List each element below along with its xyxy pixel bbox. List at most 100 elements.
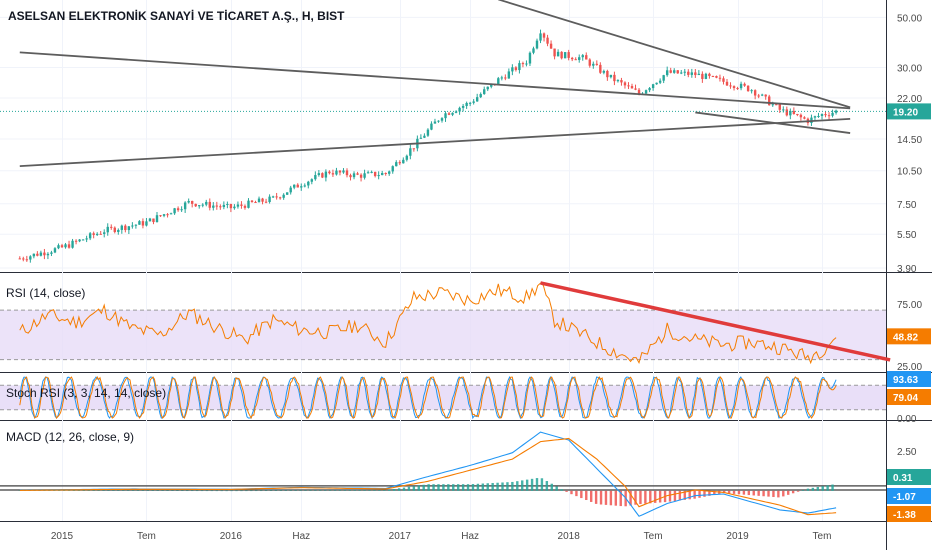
candle-body (282, 194, 285, 198)
candle-body (92, 233, 95, 235)
candle-body (768, 96, 771, 106)
candle-body (78, 239, 81, 242)
macd-histogram-bar (639, 490, 642, 505)
candle-body (504, 77, 507, 79)
candle-body (141, 221, 145, 226)
candle-body (103, 232, 106, 234)
macd-histogram-bar (506, 482, 509, 491)
last-price-label: 19.20 (893, 107, 918, 118)
macd-histogram-bar (112, 490, 115, 491)
candle-body (701, 73, 704, 79)
macd-histogram-bar (412, 486, 416, 491)
candle-body (644, 90, 648, 94)
candle-body (18, 258, 21, 260)
macd-histogram-bar (328, 490, 332, 491)
macd-signal-line (19, 437, 837, 516)
candle-body (155, 215, 159, 223)
macd-histogram-bar (156, 490, 159, 491)
candle-body (507, 71, 511, 79)
candle-body (490, 83, 493, 87)
price-trendline (19, 117, 851, 168)
macd-histogram-bar (752, 490, 755, 496)
candle-body (799, 114, 803, 118)
price-tick-label: 5.50 (897, 230, 917, 241)
macd-histogram-bar (476, 483, 480, 491)
macd-histogram-bar (816, 486, 819, 491)
candle-body (546, 37, 549, 44)
macd-histogram-bar (368, 490, 371, 491)
x-tick-label: 2016 (220, 531, 243, 542)
candle-body (366, 172, 370, 174)
macd-histogram-bar (343, 490, 347, 491)
x-tick-label: Tem (644, 531, 663, 542)
candle-body (148, 218, 152, 222)
candle-body (67, 244, 71, 248)
macd-histogram-bar (383, 490, 386, 491)
rsi-value-badge (887, 328, 931, 345)
candle-body (352, 173, 356, 178)
candle-body (581, 55, 584, 58)
candle-body (229, 204, 233, 209)
candle-body (500, 77, 504, 79)
stoch-value-label: 93.63 (893, 375, 918, 386)
price-tick-label: 7.50 (897, 200, 917, 211)
candle-body (117, 229, 120, 232)
stoch-value-badge (887, 389, 931, 405)
macd-histogram-bar (491, 482, 494, 491)
macd-histogram-bar (619, 490, 622, 507)
candle-body (535, 40, 539, 49)
candle-body (120, 225, 124, 230)
macd-histogram-bar (126, 490, 130, 491)
macd-histogram-bar (678, 490, 682, 501)
macd-histogram-bar (117, 490, 120, 491)
candle-body (99, 233, 102, 235)
macd-histogram-bar (264, 490, 268, 492)
macd-histogram-bar (772, 490, 775, 498)
macd-histogram-bar (102, 490, 105, 491)
candle-body (384, 173, 387, 175)
macd-histogram-bar (107, 490, 110, 491)
candle-body (578, 57, 581, 60)
macd-histogram-bar (580, 490, 583, 499)
candle-body (303, 185, 306, 187)
macd-histogram-bar (654, 490, 657, 503)
macd-histogram-bar (363, 490, 366, 491)
macd-histogram-bar (683, 490, 686, 500)
price-trendline (19, 51, 851, 110)
macd-histogram-bar (235, 490, 238, 492)
candle-body (458, 107, 461, 112)
candle-body (71, 240, 74, 248)
candle-body (377, 175, 380, 177)
macd-histogram-bar (210, 490, 214, 492)
candle-body (630, 86, 634, 89)
candle-body (430, 123, 433, 130)
macd-value-badge (887, 488, 931, 504)
candle-body (363, 173, 366, 178)
macd-histogram-bar (604, 490, 608, 505)
macd-histogram-bar (294, 490, 297, 491)
candle-body (553, 48, 556, 57)
macd-histogram-bar (545, 481, 549, 491)
candle-body (486, 86, 489, 90)
macd-histogram-bar (447, 484, 450, 491)
macd-histogram-bar (353, 490, 356, 491)
macd-histogram-bar (550, 483, 553, 491)
candle-body (110, 226, 113, 228)
candle-body (180, 209, 183, 211)
candle-body (81, 239, 85, 241)
macd-histogram-bar (609, 490, 613, 506)
macd-histogram-bar (136, 490, 140, 491)
macd-histogram-bar (77, 490, 81, 491)
candle-body (215, 205, 219, 207)
candle-body (662, 75, 665, 81)
macd-histogram-bar (87, 490, 90, 491)
rsi-value-label: 48.82 (893, 332, 918, 343)
macd-histogram-bar (796, 490, 800, 492)
candle-body (166, 214, 169, 216)
macd-histogram-bar (319, 490, 322, 491)
candle-body (834, 110, 838, 113)
macd-value-label: -1.38 (893, 510, 916, 521)
macd-histogram-bar (190, 490, 194, 492)
